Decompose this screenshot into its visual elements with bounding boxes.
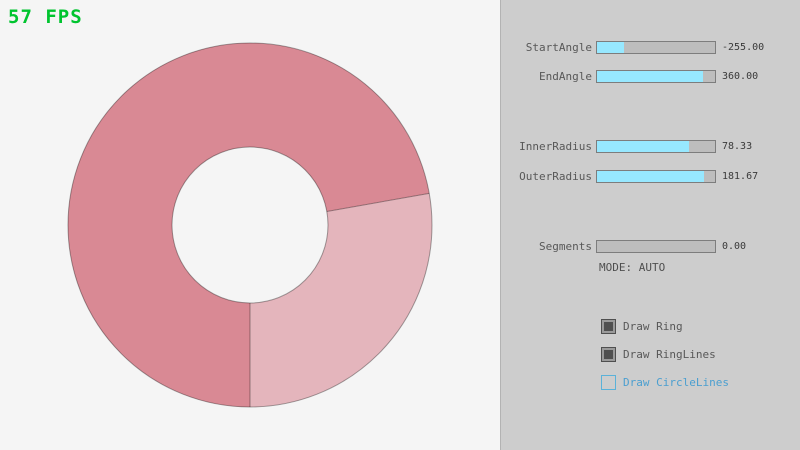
checkbox-check-mark	[604, 350, 613, 359]
end-angle-row: EndAngle 360.00	[501, 70, 800, 83]
segments-value: 0.00	[722, 241, 747, 252]
ring-boundary-line-right	[326, 192, 430, 212]
slider-fill	[597, 42, 625, 53]
ring-outline-inner	[171, 146, 329, 304]
ring-sector-overlap	[67, 43, 430, 407]
outer-radius-label: OuterRadius	[519, 170, 592, 183]
draw-circlelines-label: Draw CircleLines	[623, 376, 729, 389]
checkbox-check-mark	[604, 322, 613, 331]
end-angle-value: 360.00	[722, 71, 759, 82]
controls-panel: StartAngle -255.00 EndAngle 360.00 Inner…	[500, 0, 800, 450]
ring-outline-outer	[67, 42, 433, 408]
inner-radius-value: 78.33	[722, 141, 753, 152]
draw-ringlines-label: Draw RingLines	[623, 348, 716, 361]
segments-label: Segments	[539, 240, 592, 253]
segments-mode-text: MODE: AUTO	[599, 261, 666, 274]
draw-circlelines-checkbox[interactable]	[601, 375, 616, 390]
inner-radius-label: InnerRadius	[519, 140, 592, 153]
draw-ring-checkbox[interactable]	[601, 319, 616, 334]
draw-ringlines-checkbox[interactable]	[601, 347, 616, 362]
outer-radius-value: 181.67	[722, 171, 759, 182]
inner-radius-row: InnerRadius 78.33	[501, 140, 800, 153]
fps-counter: 57 FPS	[8, 6, 83, 28]
segments-slider[interactable]	[596, 240, 716, 253]
inner-radius-slider[interactable]	[596, 140, 716, 153]
start-angle-value: -255.00	[722, 42, 765, 53]
ring-sector-single	[250, 193, 432, 407]
start-angle-slider[interactable]	[596, 41, 716, 54]
ring-canvas	[67, 42, 433, 408]
outer-radius-slider[interactable]	[596, 170, 716, 183]
start-angle-label: StartAngle	[525, 41, 592, 54]
end-angle-label: EndAngle	[539, 70, 592, 83]
start-angle-row: StartAngle -255.00	[501, 41, 800, 54]
outer-radius-row: OuterRadius 181.67	[501, 170, 800, 183]
draw-ring-label: Draw Ring	[623, 320, 683, 333]
end-angle-slider[interactable]	[596, 70, 716, 83]
slider-fill	[597, 71, 704, 82]
slider-fill	[597, 171, 705, 182]
slider-fill	[597, 141, 690, 152]
segments-row: Segments 0.00	[501, 240, 800, 253]
